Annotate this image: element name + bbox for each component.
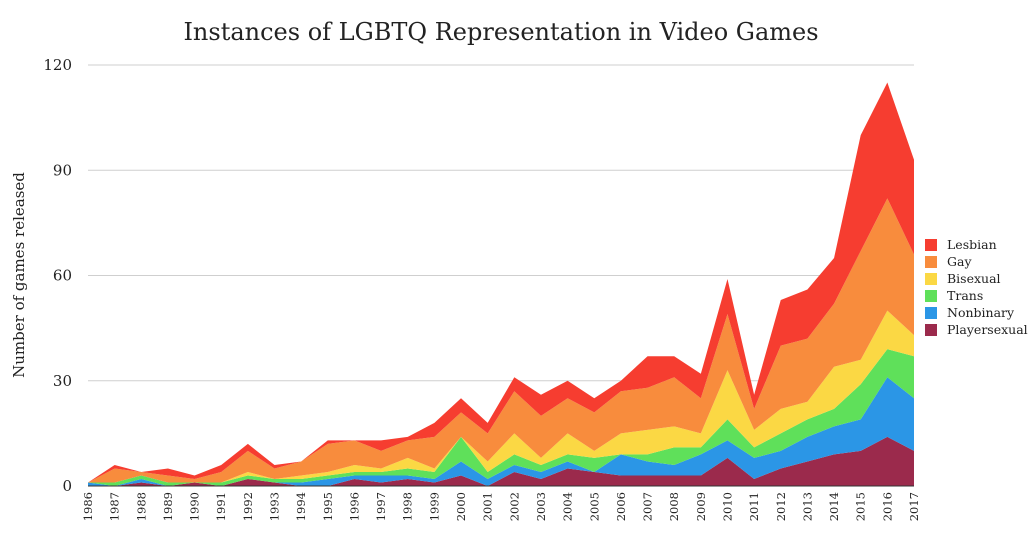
area-bisexual [88, 310, 914, 483]
area-playersexual [88, 436, 914, 486]
x-tick-label: 1987 [108, 492, 122, 521]
area-lesbian [88, 82, 914, 483]
legend-label-trans: Trans [947, 288, 983, 303]
x-tick-label: 2015 [854, 492, 868, 521]
chart-title: Instances of LGBTQ Representation in Vid… [183, 18, 818, 46]
x-tick-label: 2006 [614, 492, 628, 521]
legend-label-nonbinary: Nonbinary [947, 305, 1015, 320]
x-tick-label: 1989 [161, 492, 175, 521]
area-gay [88, 198, 914, 483]
x-tick-label: 2012 [774, 492, 788, 521]
x-tick-label: 1993 [268, 492, 282, 521]
y-axis-label: Number of games released [10, 172, 28, 378]
x-tick-label: 1994 [294, 492, 308, 521]
x-tick-label: 2016 [880, 492, 894, 521]
x-tick-label: 1990 [188, 492, 202, 521]
legend-swatch-gay [925, 256, 937, 268]
legend-label-playersexual: Playersexual [947, 322, 1028, 337]
x-tick-label: 1991 [214, 492, 228, 521]
x-tick-label: 1999 [427, 492, 441, 521]
x-tick-label: 2007 [641, 492, 655, 521]
x-tick-label: 2010 [720, 492, 734, 521]
legend-swatch-trans [925, 290, 937, 302]
area-nonbinary [88, 377, 914, 486]
x-tick-label: 2014 [827, 492, 841, 521]
x-tick-label: 2001 [481, 492, 495, 521]
axes: 0 30 60 90 120 1986 1987 1988 1989 1990 1991 1992 19… [43, 56, 921, 521]
x-tick-label: 1988 [134, 492, 148, 521]
legend-swatch-bisexual [925, 273, 937, 285]
y-tick-label: 90 [53, 161, 72, 179]
x-tick-label: 2003 [534, 492, 548, 521]
x-tick-label: 1995 [321, 492, 335, 521]
x-tick-label: 2013 [800, 492, 814, 521]
y-tick-label: 0 [62, 477, 72, 495]
x-tick-label: 2011 [747, 492, 761, 521]
legend: Lesbian Gay Bisexual Trans Nonbinary Playerse… [925, 237, 1028, 337]
x-tick-label: 2004 [561, 492, 575, 521]
legend-label-lesbian: Lesbian [947, 237, 997, 252]
x-tick-label: 2002 [507, 492, 521, 521]
x-tick-label: 2009 [694, 492, 708, 521]
legend-swatch-playersexual [925, 324, 937, 336]
legend-label-gay: Gay [947, 254, 972, 269]
area-series [88, 82, 914, 486]
y-tick-label: 120 [43, 56, 72, 74]
x-tick-label: 2017 [907, 492, 921, 521]
legend-swatch-lesbian [925, 239, 937, 251]
legend-swatch-nonbinary [925, 307, 937, 319]
x-tick-label: 1998 [401, 492, 415, 521]
x-tick-label: 1997 [374, 492, 388, 521]
x-tick-label: 1992 [241, 492, 255, 521]
legend-label-bisexual: Bisexual [947, 271, 1001, 286]
x-tick-label: 2008 [667, 492, 681, 521]
y-tick-label: 30 [53, 372, 72, 390]
x-tick-label: 2005 [587, 492, 601, 521]
x-tick-label: 1986 [81, 492, 95, 521]
x-tick-label: 2000 [454, 492, 468, 521]
x-tick-label: 1996 [347, 492, 361, 521]
y-tick-label: 60 [53, 267, 72, 285]
